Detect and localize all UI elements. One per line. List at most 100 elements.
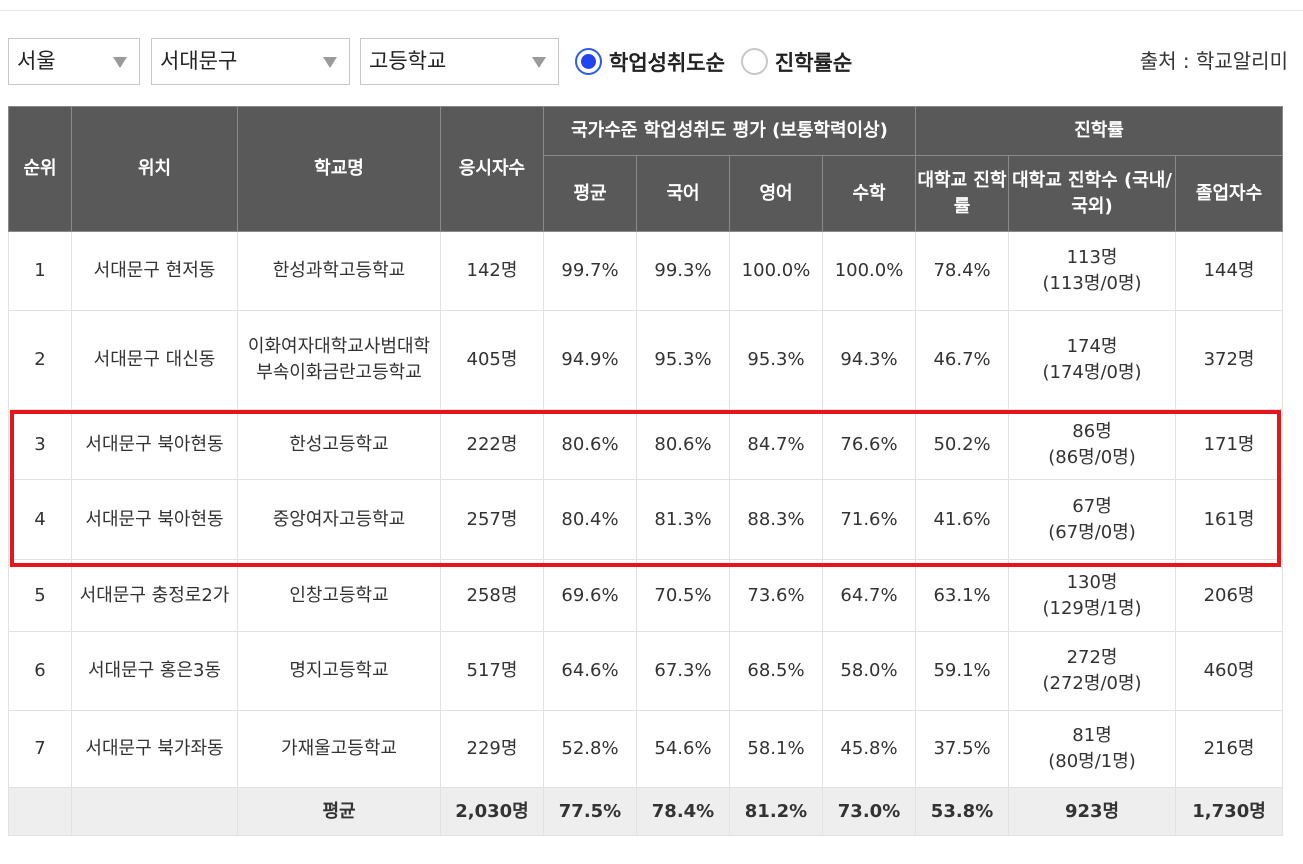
sort-radio-label: 학업성취도순 — [609, 50, 725, 75]
cell-univ-count: 130명 (129명/1명) — [1008, 559, 1177, 632]
univ-count-total: 81명 — [1072, 725, 1112, 746]
cell-rank: 4 — [8, 479, 72, 560]
sort-radio-label: 진학률순 — [774, 50, 853, 75]
region-select[interactable]: 서울 — [8, 38, 140, 85]
cell-korean: 70.5% — [636, 559, 730, 632]
cell-korean: 80.6% — [636, 409, 730, 480]
cell-location: 서대문구 홍은3동 — [71, 631, 238, 711]
cell-avg: 69.6% — [543, 559, 637, 632]
school-type-select[interactable]: 고등학교 — [360, 38, 559, 85]
cell-math: 45.8% — [821, 710, 917, 788]
cell-school: 한성고등학교 — [237, 409, 441, 480]
district-select-value: 서대문구 — [160, 49, 238, 73]
cell-examinees: 257명 — [440, 479, 544, 560]
source-label: 출처 : 학교알리미 — [1139, 49, 1288, 73]
district-select[interactable]: 서대문구 — [151, 38, 350, 85]
univ-count-total: 67명 — [1072, 495, 1112, 517]
univ-count-detail: (86명/0명) — [1048, 446, 1136, 468]
average-univ-count: 923명 — [1008, 787, 1177, 836]
school-type-select-value: 고등학교 — [369, 49, 447, 73]
cell-univ-count: 272명 (272명/0명) — [1008, 631, 1177, 711]
cell-school: 이화여자대학교사범대학부속이화금란고등학교 — [237, 310, 441, 410]
cell-location: 서대문구 북가좌동 — [71, 710, 238, 788]
cell-rank: 5 — [8, 559, 72, 632]
header-avg: 평균 — [543, 155, 637, 232]
cell-math: 64.7% — [821, 559, 917, 632]
cell-avg: 64.6% — [543, 631, 637, 711]
cell-math: 100.0% — [821, 231, 917, 311]
average-graduates: 1,730명 — [1175, 787, 1284, 836]
average-examinees: 2,030명 — [440, 787, 544, 836]
cell-location: 서대문구 북아현동 — [71, 479, 238, 560]
cell-examinees: 229명 — [440, 710, 544, 788]
cell-math: 71.6% — [821, 479, 917, 560]
cell-avg: 52.8% — [543, 710, 637, 788]
region-select-value: 서울 — [17, 49, 56, 73]
cell-avg: 99.7% — [543, 231, 637, 311]
cell-korean: 54.6% — [636, 710, 730, 788]
cell-school: 명지고등학교 — [237, 631, 441, 711]
sort-radio-admission[interactable]: 진학률순 — [740, 47, 853, 77]
cell-graduates: 372명 — [1175, 310, 1284, 410]
cell-univ-rate: 59.1% — [915, 631, 1010, 711]
cell-school: 가재울고등학교 — [237, 710, 441, 788]
cell-location: 서대문구 대신동 — [71, 310, 238, 410]
radio-checked-icon — [575, 48, 602, 75]
cell-location: 서대문구 북아현동 — [71, 409, 238, 480]
cell-graduates: 171명 — [1175, 409, 1284, 480]
univ-count-detail: (80명/1명) — [1048, 751, 1136, 772]
univ-count-detail: (272명/0명) — [1042, 673, 1142, 694]
cell-examinees: 405명 — [440, 310, 544, 410]
average-math: 73.0% — [821, 787, 917, 836]
cell-english: 73.6% — [729, 559, 823, 632]
header-rank: 순위 — [8, 106, 72, 232]
cell-korean: 81.3% — [636, 479, 730, 560]
average-avg: 77.5% — [543, 787, 637, 836]
cell-univ-rate: 63.1% — [915, 559, 1010, 632]
average-univ-rate: 53.8% — [915, 787, 1010, 836]
table-row: 1 서대문구 현저동 한성과학고등학교 142명 99.7% 99.3% 100… — [8, 231, 1284, 311]
cell-math: 94.3% — [821, 310, 917, 410]
cell-univ-rate: 78.4% — [915, 231, 1010, 311]
header-english: 영어 — [729, 155, 823, 232]
table-row: 7 서대문구 북가좌동 가재울고등학교 229명 52.8% 54.6% 58.… — [8, 710, 1284, 788]
average-row: 평균 2,030명 77.5% 78.4% 81.2% 73.0% 53.8% … — [8, 787, 1284, 836]
cell-english: 100.0% — [729, 231, 823, 311]
univ-count-detail: (113명/0명) — [1042, 273, 1142, 294]
cell-avg: 80.6% — [543, 409, 637, 480]
cell-location: 서대문구 현저동 — [71, 231, 238, 311]
cell-examinees: 222명 — [440, 409, 544, 480]
cell-avg: 94.9% — [543, 310, 637, 410]
univ-count-total: 113명 — [1066, 247, 1118, 268]
cell-location: 서대문구 충정로2가 — [71, 559, 238, 632]
cell-graduates: 460명 — [1175, 631, 1284, 711]
cell-empty — [71, 787, 238, 836]
table-row: 6 서대문구 홍은3동 명지고등학교 517명 64.6% 67.3% 68.5… — [8, 631, 1284, 711]
univ-count-total: 174명 — [1066, 336, 1118, 357]
cell-graduates: 161명 — [1175, 479, 1284, 560]
univ-count-detail: (129명/1명) — [1042, 597, 1142, 619]
cell-rank: 2 — [8, 310, 72, 410]
cell-rank: 3 — [8, 409, 72, 480]
cell-english: 84.7% — [729, 409, 823, 480]
univ-count-detail: (174명/0명) — [1042, 362, 1142, 383]
header-univ-rate: 대학교 진학률 — [915, 155, 1010, 232]
average-korean: 78.4% — [636, 787, 730, 836]
header-korean: 국어 — [636, 155, 730, 232]
cell-korean: 99.3% — [636, 231, 730, 311]
univ-count-detail: (67명/0명) — [1048, 521, 1136, 543]
cell-empty — [8, 787, 72, 836]
cell-english: 68.5% — [729, 631, 823, 711]
cell-examinees: 142명 — [440, 231, 544, 311]
cell-graduates: 216명 — [1175, 710, 1284, 788]
radio-unchecked-icon — [740, 48, 768, 75]
cell-school: 인창고등학교 — [237, 559, 441, 632]
sort-radio-group: 학업성취도순 진학률순 — [575, 38, 868, 85]
cell-univ-count: 86명 (86명/0명) — [1008, 409, 1177, 480]
table-row: 2 서대문구 대신동 이화여자대학교사범대학부속이화금란고등학교 405명 94… — [8, 310, 1284, 410]
cell-avg: 80.4% — [543, 479, 637, 560]
header-graduates: 졸업자수 — [1175, 155, 1284, 232]
chevron-down-icon — [532, 57, 546, 68]
cell-univ-rate: 37.5% — [915, 710, 1010, 788]
sort-radio-achievement[interactable]: 학업성취도순 — [575, 47, 725, 77]
